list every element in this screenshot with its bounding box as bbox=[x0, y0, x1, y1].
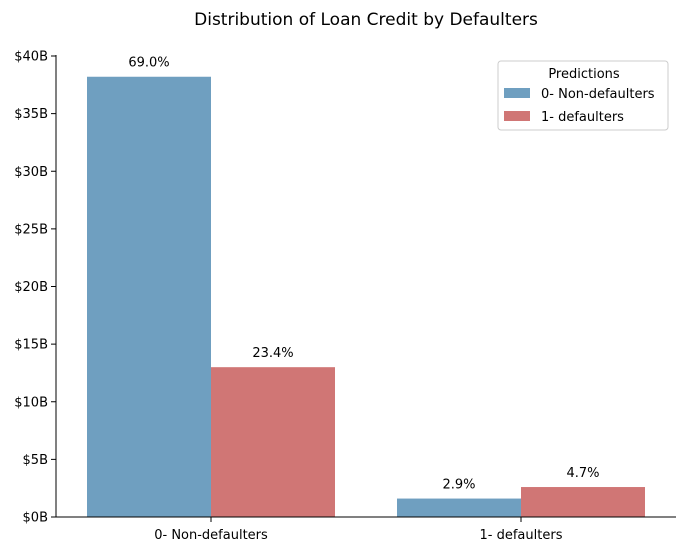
x-axis-ticks: 0- Non-defaulters 1- defaulters bbox=[154, 517, 563, 543]
y-tick-label: $5B bbox=[23, 453, 48, 468]
legend-title: Predictions bbox=[548, 67, 620, 82]
legend-box bbox=[497, 60, 669, 131]
y-tick-label: $10B bbox=[14, 395, 48, 410]
bar-value-label: 23.4% bbox=[252, 346, 293, 361]
y-tick-label: $25B bbox=[14, 222, 48, 237]
y-tick-label: $15B bbox=[14, 338, 48, 353]
x-tick-label: 1- defaulters bbox=[480, 528, 563, 543]
y-axis-ticks: $0B $5B $10B $15B $20B $25B $30B $35B $40B bbox=[14, 50, 56, 526]
y-tick-label: $35B bbox=[14, 107, 48, 122]
y-tick-label: $0B bbox=[23, 511, 48, 526]
bar-value-label: 69.0% bbox=[128, 56, 169, 71]
bars bbox=[87, 76, 645, 518]
legend: Predictions 0- Non-defaulters 1- default… bbox=[497, 60, 669, 131]
bar-value-label: 2.9% bbox=[442, 478, 475, 493]
chart-title: Distribution of Loan Credit by Defaulter… bbox=[194, 10, 538, 30]
bar bbox=[87, 76, 211, 518]
bar bbox=[521, 487, 645, 517]
bar bbox=[211, 367, 335, 517]
legend-swatch-defaulters bbox=[504, 111, 530, 121]
y-tick-label: $20B bbox=[14, 280, 48, 295]
bar-labels: 69.0% 23.4% 2.9% 4.7% bbox=[128, 56, 599, 493]
y-tick-label: $40B bbox=[14, 50, 48, 65]
y-tick-label: $30B bbox=[14, 165, 48, 180]
x-tick-label: 0- Non-defaulters bbox=[154, 528, 268, 543]
bar bbox=[397, 498, 521, 517]
legend-label-non-defaulters: 0- Non-defaulters bbox=[541, 87, 655, 102]
legend-swatch-non-defaulters bbox=[504, 88, 530, 98]
bar-value-label: 4.7% bbox=[566, 466, 599, 481]
legend-label-defaulters: 1- defaulters bbox=[541, 110, 624, 125]
